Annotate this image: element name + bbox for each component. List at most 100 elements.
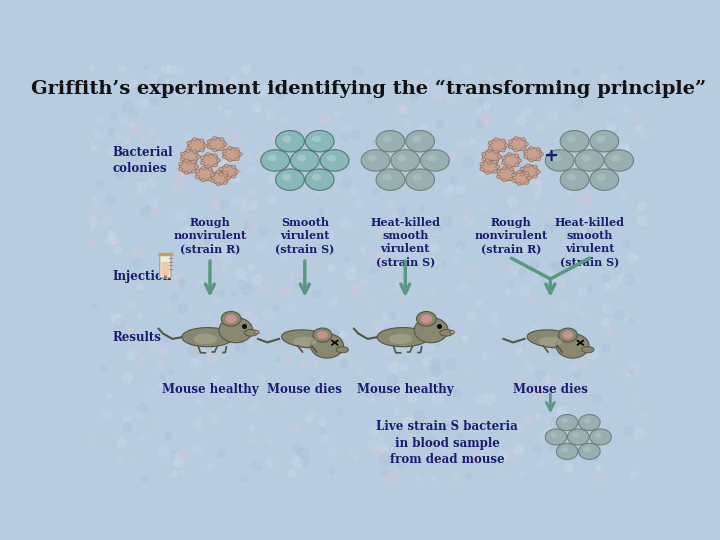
Circle shape [228,159,232,162]
Circle shape [193,160,197,163]
Circle shape [512,173,516,177]
Circle shape [482,158,486,161]
Circle shape [481,160,498,173]
Circle shape [184,171,189,174]
Circle shape [517,183,522,186]
Circle shape [290,150,319,171]
Circle shape [382,174,392,181]
Circle shape [596,174,606,181]
Circle shape [536,148,541,151]
Circle shape [524,143,528,146]
Circle shape [220,165,237,178]
Circle shape [494,160,498,163]
Circle shape [397,154,407,161]
Circle shape [492,170,497,173]
Circle shape [517,170,522,173]
Circle shape [494,150,498,153]
Circle shape [502,161,506,165]
Circle shape [521,165,539,178]
Circle shape [188,139,205,152]
Circle shape [526,176,530,179]
Circle shape [267,154,276,161]
Circle shape [179,168,183,171]
Circle shape [420,150,449,171]
Circle shape [320,150,349,171]
Circle shape [509,167,513,171]
Circle shape [223,143,228,146]
Circle shape [524,181,528,184]
Circle shape [501,148,505,152]
Circle shape [509,178,513,181]
Circle shape [414,318,448,343]
Circle shape [206,153,210,156]
Ellipse shape [440,329,453,336]
Circle shape [504,144,508,147]
Circle shape [562,331,573,339]
Circle shape [536,158,541,161]
Circle shape [312,174,321,181]
Circle shape [212,137,217,140]
Circle shape [611,154,621,161]
Ellipse shape [582,347,594,353]
Circle shape [382,136,392,143]
Circle shape [261,150,289,171]
Circle shape [212,148,217,152]
Circle shape [226,176,230,179]
Circle shape [184,159,189,162]
Circle shape [225,176,229,179]
Circle shape [514,137,518,140]
Circle shape [216,159,220,162]
Circle shape [235,170,239,173]
Circle shape [413,136,422,143]
Ellipse shape [282,330,333,348]
Circle shape [219,173,223,176]
Circle shape [503,179,507,182]
Circle shape [216,170,220,173]
Circle shape [200,161,204,165]
Circle shape [521,147,526,151]
Circle shape [529,159,534,162]
Circle shape [231,175,235,178]
Circle shape [376,131,405,152]
Circle shape [179,163,183,166]
Circle shape [560,131,589,152]
Circle shape [312,136,321,143]
Text: Mouse dies: Mouse dies [267,383,342,396]
Circle shape [520,167,524,171]
Circle shape [502,156,506,159]
Circle shape [513,171,530,184]
Circle shape [524,171,528,174]
Circle shape [297,154,307,161]
Circle shape [416,312,436,326]
Circle shape [206,165,210,168]
Circle shape [282,136,292,143]
Text: Griffith’s experiment identifying the “transforming principle”: Griffith’s experiment identifying the “t… [32,79,706,98]
Circle shape [305,131,334,152]
Circle shape [575,150,604,171]
Ellipse shape [527,330,578,348]
Text: Injection: Injection [112,271,171,284]
Circle shape [368,154,377,161]
Circle shape [492,160,497,164]
Circle shape [235,148,239,151]
Circle shape [203,144,207,147]
Circle shape [579,415,600,430]
Circle shape [514,164,518,167]
Text: Rough
nonvirulent
(strain R): Rough nonvirulent (strain R) [474,217,548,254]
Circle shape [557,415,578,430]
Circle shape [327,154,336,161]
Circle shape [208,167,212,171]
Circle shape [508,140,513,143]
Circle shape [590,169,618,191]
Circle shape [208,178,212,181]
Circle shape [192,160,196,164]
Circle shape [376,169,405,191]
Circle shape [485,171,490,174]
Circle shape [512,179,516,182]
Circle shape [210,179,215,182]
Circle shape [186,161,190,164]
Circle shape [498,167,515,181]
Circle shape [496,165,500,168]
Circle shape [406,131,434,152]
Circle shape [480,168,484,171]
